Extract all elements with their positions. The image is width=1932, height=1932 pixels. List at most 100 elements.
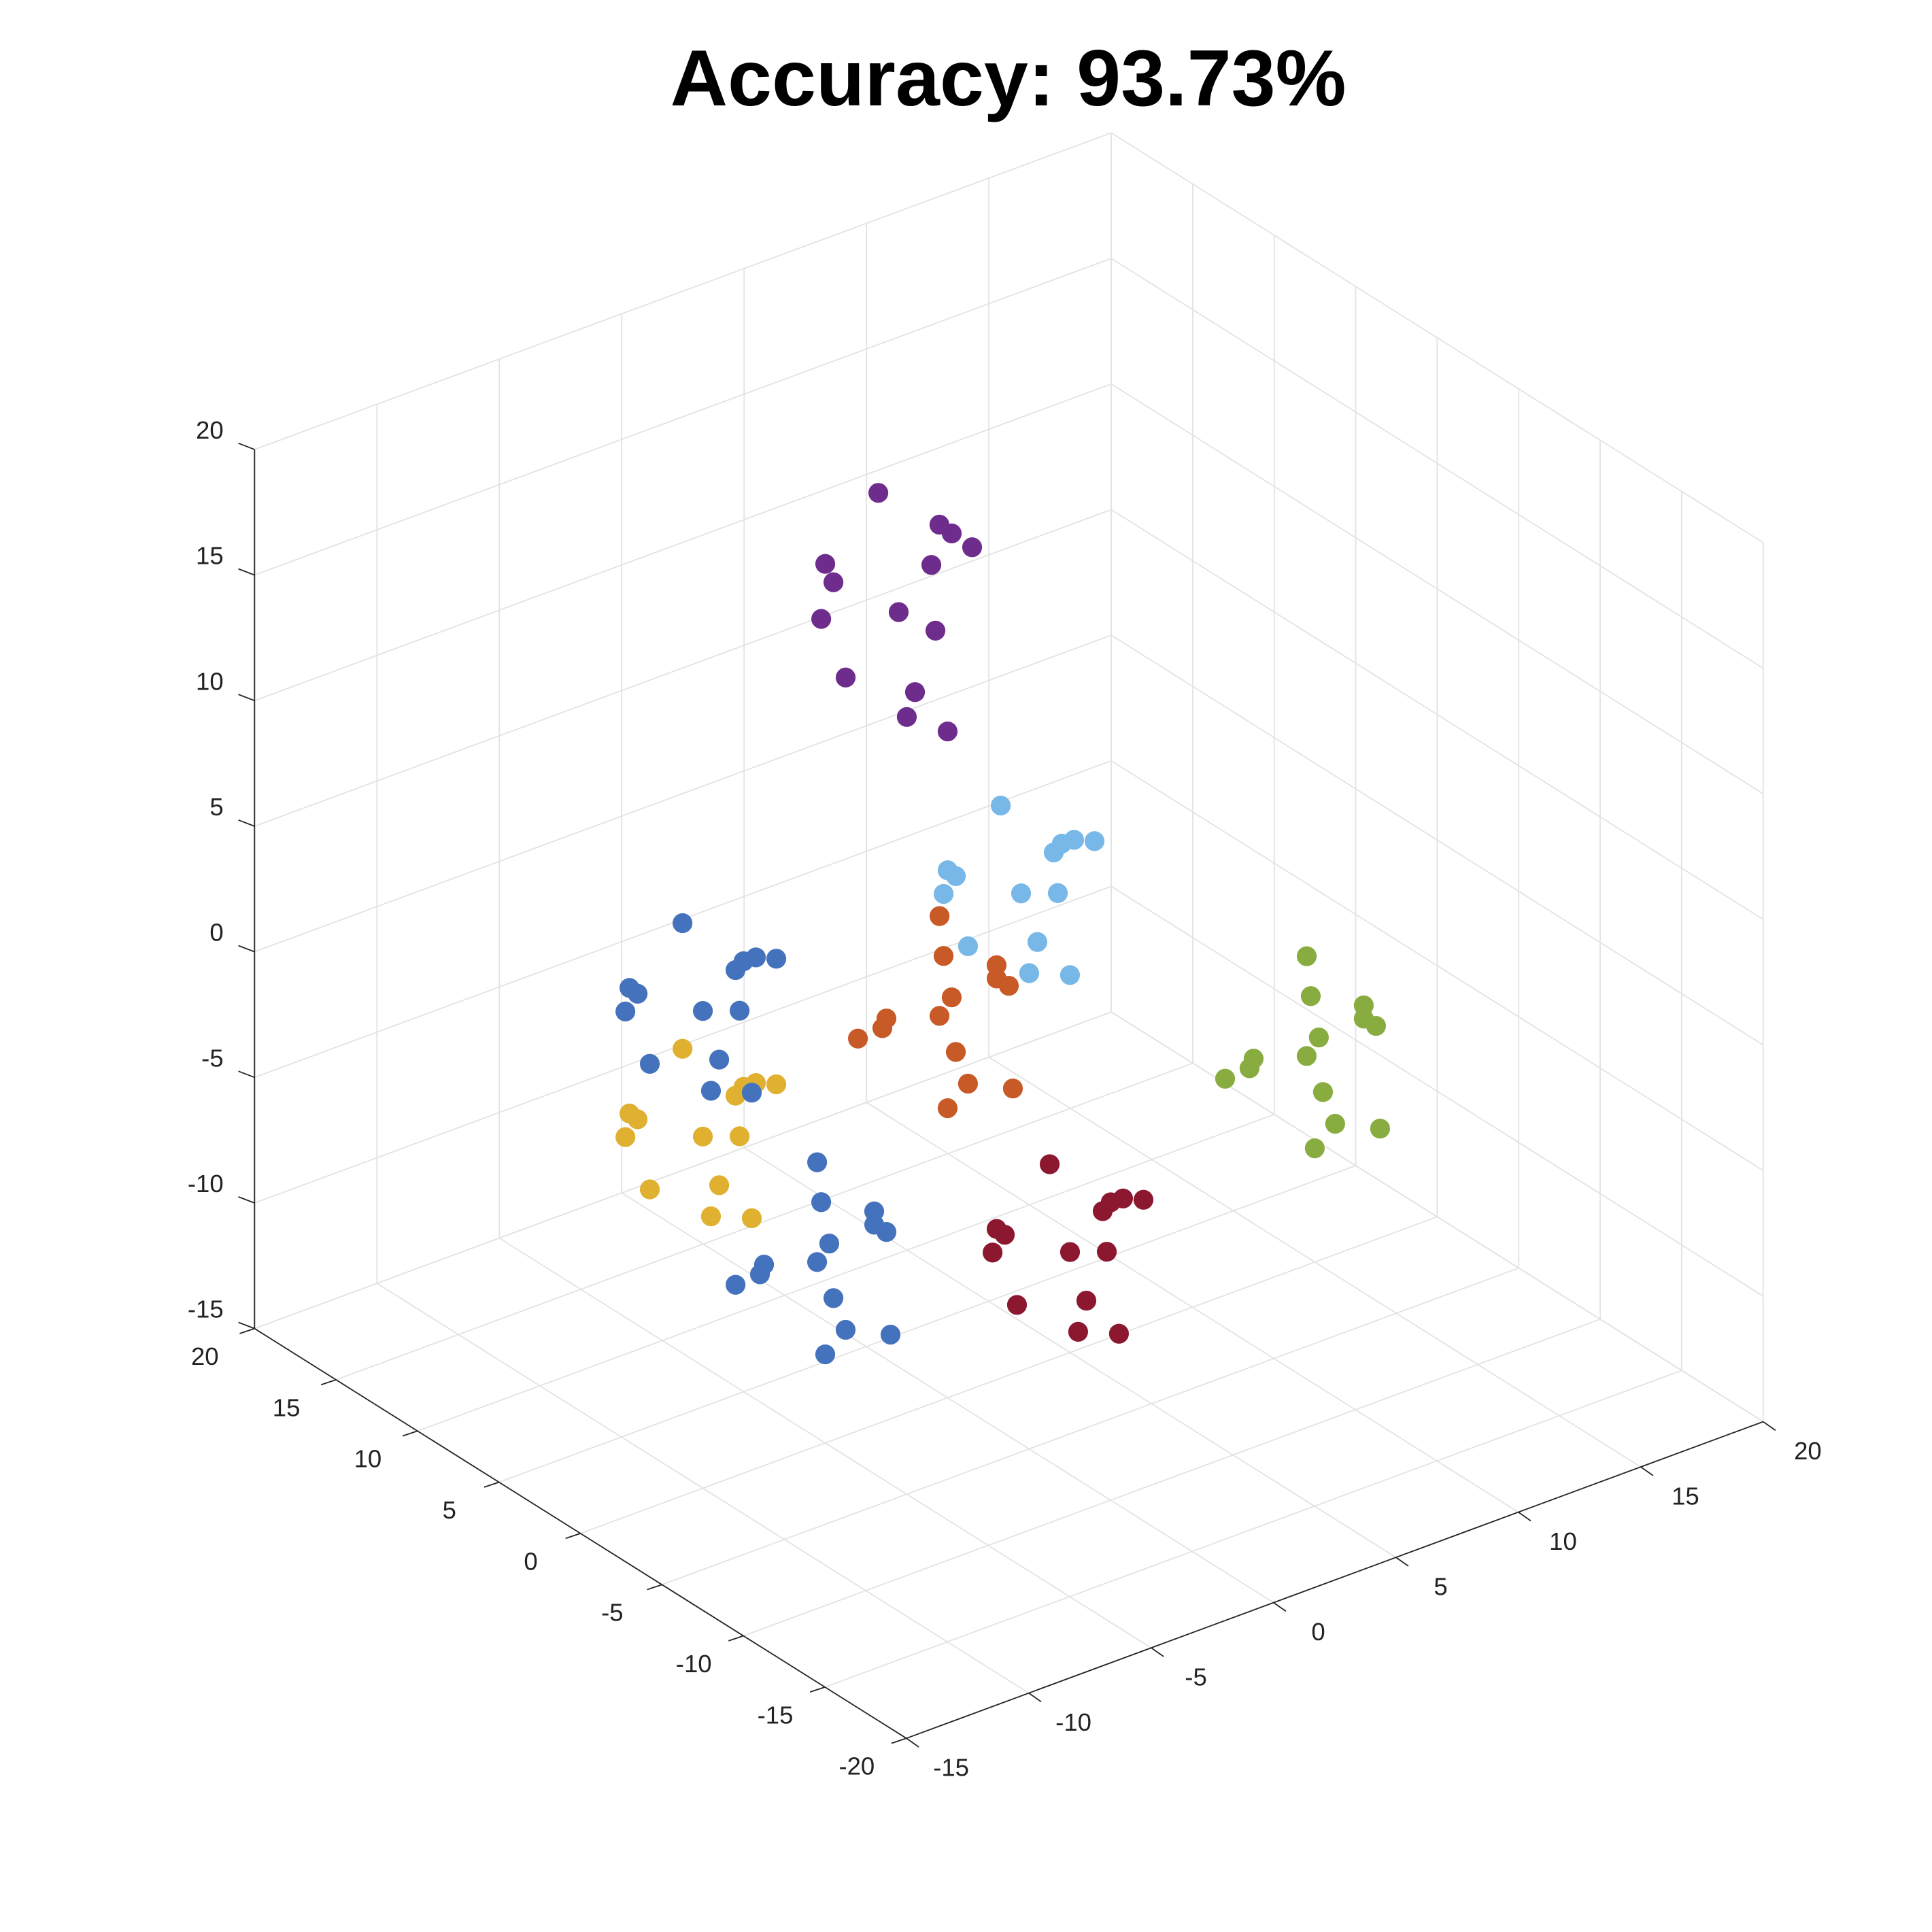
x-tick-label: 0 (1311, 1618, 1325, 1646)
point (615, 1127, 636, 1147)
point (1215, 1068, 1236, 1089)
grid-line (1111, 760, 1764, 1172)
z-tick (238, 1321, 255, 1329)
point (823, 572, 844, 592)
point (700, 1206, 722, 1227)
z-tick (238, 945, 255, 953)
grid-line (254, 634, 1112, 953)
grid-line (662, 1267, 1519, 1586)
y-tick-label: 10 (354, 1445, 382, 1473)
x-tick-label: 5 (1434, 1572, 1447, 1600)
point (807, 1252, 828, 1272)
x-tick-label: 10 (1549, 1527, 1577, 1555)
grid-line (1111, 634, 1764, 1046)
y-tick (647, 1584, 662, 1591)
point (815, 554, 836, 574)
x-tick-label: -5 (1185, 1663, 1206, 1691)
point (1243, 1049, 1264, 1069)
point (1304, 1138, 1325, 1159)
point (957, 936, 979, 957)
point (766, 949, 787, 969)
z-tick-label: 10 (196, 667, 224, 695)
point (929, 906, 950, 926)
z-tick-label: 15 (196, 542, 224, 570)
points (615, 483, 1390, 1365)
point (1060, 965, 1081, 985)
x-tick-label: -10 (1055, 1708, 1091, 1736)
y-tick (891, 1738, 907, 1744)
point (700, 1081, 722, 1101)
point (921, 555, 942, 575)
z-tick-label: 5 (209, 793, 223, 821)
z-tick (238, 1070, 255, 1079)
point (725, 960, 746, 981)
point (811, 1192, 832, 1213)
grid-line (417, 1113, 1275, 1432)
point (1060, 1242, 1081, 1262)
point (880, 1324, 901, 1345)
point (1076, 1291, 1097, 1311)
y-tick (320, 1379, 337, 1386)
y-tick-label: 0 (524, 1547, 537, 1575)
point (1296, 946, 1317, 966)
grid-line (254, 132, 1112, 450)
point (888, 602, 909, 622)
grid-line (254, 1011, 1112, 1329)
z-tick-label: 20 (196, 416, 224, 444)
grid-line (254, 383, 1112, 702)
point (937, 1098, 958, 1119)
x-axis (906, 1421, 1764, 1740)
point (815, 1344, 836, 1365)
grid (254, 132, 1764, 1740)
point (868, 483, 889, 503)
point (1019, 963, 1040, 983)
y-tick-label: 15 (273, 1393, 301, 1421)
point (726, 1274, 746, 1295)
point (807, 1152, 828, 1172)
point (709, 1049, 730, 1070)
point (639, 1053, 660, 1074)
x-tick (1151, 1647, 1164, 1657)
y-tick-label: 20 (191, 1342, 219, 1370)
point (925, 620, 946, 641)
grid-line (498, 1165, 1356, 1483)
point (1047, 883, 1068, 903)
grid-line (580, 1216, 1438, 1534)
grid-line (1111, 258, 1764, 669)
point (962, 537, 983, 558)
z-tick-label: -10 (188, 1170, 224, 1198)
point (819, 1234, 840, 1254)
y-tick (402, 1430, 418, 1437)
point (990, 795, 1011, 816)
x-tick (1640, 1466, 1654, 1476)
z-tick (238, 819, 255, 827)
point (1084, 831, 1105, 851)
x-tick-label: 20 (1794, 1437, 1822, 1465)
point (1002, 1079, 1023, 1099)
point (1006, 1295, 1028, 1315)
point (957, 1073, 979, 1094)
point (937, 860, 958, 881)
y-tick-label: -10 (676, 1650, 712, 1678)
grid-line (824, 1370, 1682, 1688)
point (986, 968, 1007, 989)
y-tick (809, 1686, 826, 1693)
z-tick-label: -15 (188, 1295, 224, 1323)
y-tick (565, 1533, 581, 1540)
grid-line (743, 1319, 1601, 1637)
point (1043, 842, 1064, 863)
point (929, 1006, 950, 1026)
x-tick-label: -15 (933, 1753, 969, 1781)
y-tick (484, 1481, 500, 1488)
point (982, 1242, 1003, 1263)
x-tick (1028, 1692, 1042, 1703)
grid-line (1111, 885, 1764, 1297)
z-tick (238, 568, 255, 576)
point (766, 1074, 787, 1095)
point (673, 913, 693, 934)
point (729, 1126, 750, 1147)
chart-title: Accuracy: 93.73% (671, 33, 1346, 122)
grid-line (335, 1062, 1193, 1380)
